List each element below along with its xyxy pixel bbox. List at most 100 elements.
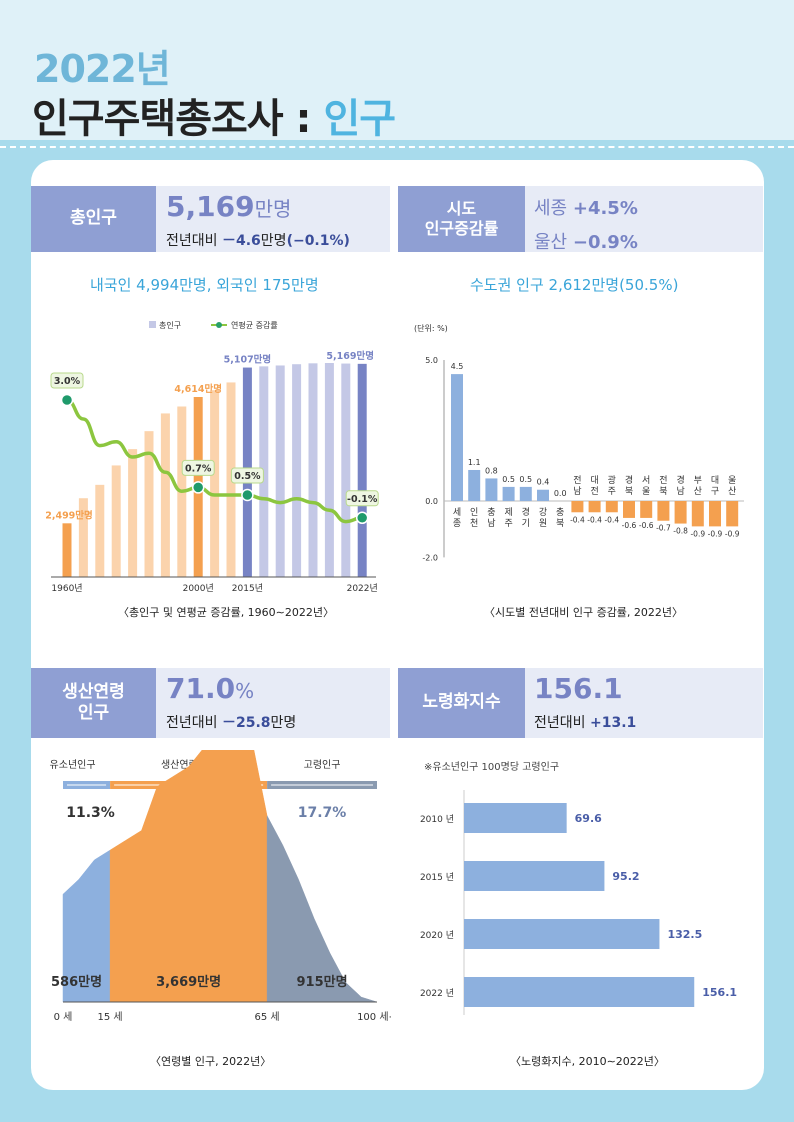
aging-index-note: ※유소년인구 100명당 고령인구 <box>424 762 560 773</box>
age-group-area <box>109 750 268 1003</box>
region-name-label: 전 <box>573 475 581 486</box>
region-bar <box>640 501 653 518</box>
age-group-count: 3,669만명 <box>156 974 221 990</box>
region-name-label: 산 <box>694 486 702 497</box>
age-population-chart: 유소년인구생산연령인구고령인구11.3%71.0%17.7%586만명3,669… <box>50 750 391 1023</box>
region-name-label: 서 <box>642 475 650 486</box>
population-bar <box>324 363 334 577</box>
region-bar <box>674 501 687 524</box>
year-label: 2020 년 <box>420 930 454 941</box>
rate-data-label: 3.0% <box>54 376 81 387</box>
age-population-caption: 〈연령별 인구, 2022년〉 <box>150 1055 272 1068</box>
population-bar <box>210 390 220 577</box>
total-population-value-panel <box>156 186 390 252</box>
region-name-label: 세 <box>453 507 461 518</box>
region-name-label: 제 <box>504 507 512 518</box>
aging-index-value-label: 132.5 <box>667 928 702 941</box>
rate-label-box <box>181 459 215 476</box>
working-age-value-panel <box>156 668 390 738</box>
growth-rate-line <box>66 398 363 524</box>
rate-marker <box>60 393 74 407</box>
x-tick-label: 2015년 <box>232 583 263 594</box>
region-bar <box>726 501 739 527</box>
age-tick-label: 65 세 <box>255 1011 280 1023</box>
region-bar <box>451 374 463 501</box>
population-data-label: 2,499만명 <box>45 509 93 521</box>
region-name-label: 남 <box>487 518 495 529</box>
region-name-label: 남 <box>573 486 581 497</box>
rate-data-label: 0.5% <box>234 471 261 482</box>
aging-index-label: 노령화지수 <box>398 668 525 738</box>
page-header: 2022년 인구주택총조사 : 인구 <box>0 0 794 142</box>
region-value-panel <box>525 186 763 252</box>
population-bar <box>341 363 351 577</box>
age-group-count: 586만명 <box>51 974 102 990</box>
region-name-label: 울 <box>642 486 650 497</box>
x-tick-label: 2000년 <box>183 583 214 594</box>
population-bar <box>62 523 72 577</box>
population-bar <box>275 365 285 577</box>
population-bar <box>111 465 121 577</box>
rate-marker <box>355 511 369 525</box>
y-tick-label: 0.0 <box>425 497 438 506</box>
population-bar <box>160 413 170 577</box>
page-year: 2022년 <box>34 47 171 91</box>
region-name-label: 산 <box>728 486 736 497</box>
unit-label: (단위: %) <box>414 323 448 333</box>
region-name-label: 주 <box>608 486 616 497</box>
age-tick-label: 15 세 <box>98 1011 123 1023</box>
region-name-label: 원 <box>539 518 547 529</box>
region-bar <box>623 501 635 518</box>
aging-index-value-label: 69.6 <box>575 812 602 825</box>
total-population-value: 5,169만명 <box>166 190 292 223</box>
population-bar <box>308 363 318 577</box>
rate-label-box <box>345 490 379 507</box>
aging-index-value: 156.1 <box>534 672 623 705</box>
region-name-label: 인 <box>470 507 478 518</box>
legend-rate-label: 연평균 증감률 <box>231 320 278 330</box>
age-tick-label: 0 세 <box>54 1011 73 1023</box>
age-group-share: 17.7% <box>298 805 347 821</box>
region-name-label: 남 <box>676 486 684 497</box>
region-name-label: 경 <box>676 474 684 486</box>
region-growth-chart: (단위: %)5.00.0-2.04.5세종1.1인천0.8충남0.5제주0.5… <box>414 323 744 562</box>
region-name-label: 충 <box>487 507 495 518</box>
population-data-label: 4,614만명 <box>174 383 222 395</box>
aging-index-caption: 〈노령화지수, 2010∼2022년〉 <box>510 1055 665 1068</box>
region-value-label: -0.9 <box>708 529 723 538</box>
aging-index-chart: 2010 년 69.6 2015 년 95.2 2020 년 132.5 2022 년 156… <box>420 790 737 1015</box>
x-tick-label: 1960년 <box>51 583 82 594</box>
region-name-label: 충 <box>556 507 564 518</box>
region-value-label: -0.6 <box>639 521 654 530</box>
rate-marker <box>191 481 205 494</box>
rate-marker <box>241 488 254 502</box>
region-top2: 울산 −0.9% <box>534 232 638 253</box>
age-group-label: 유소년인구 <box>50 759 96 771</box>
aging-index-value-label: 95.2 <box>612 870 639 883</box>
x-tick-label: 2022년 <box>347 583 378 594</box>
y-tick-label: -2.0 <box>422 553 438 562</box>
region-bar <box>468 469 481 501</box>
total-population-caption: 〈총인구 및 연평균 증감률, 1960∼2022년〉 <box>118 606 335 619</box>
aging-index-value-panel <box>525 668 763 738</box>
population-bar <box>144 431 154 577</box>
rate-data-label: 0.7% <box>185 463 212 474</box>
region-headline: 수도권 인구 2,612만명(50.5%) <box>470 276 679 294</box>
total-population-headline: 내국인 4,994만명, 외국인 175만명 <box>90 276 319 294</box>
aging-index-change: 전년대비 +13.1 <box>534 715 637 731</box>
region-value-label: 0.5 <box>502 475 515 484</box>
rate-label-box <box>230 467 264 484</box>
population-bar <box>292 364 302 577</box>
region-caption: 〈시도별 전년대비 인구 증감률, 2022년〉 <box>484 606 684 619</box>
working-age-change: 전년대비 －25.8만명 <box>166 715 297 731</box>
page-title: 인구주택총조사 : 인구 <box>32 86 396 144</box>
region-bar <box>519 486 532 501</box>
total-population-label: 총인구 <box>31 186 156 252</box>
region-value-label: 4.5 <box>451 362 464 371</box>
rate-data-label: -0.1% <box>347 494 378 505</box>
legend-total-swatch <box>149 321 156 328</box>
region-value-label: 0.4 <box>537 478 550 487</box>
region-name-label: 북 <box>659 486 667 497</box>
region-bar <box>709 501 721 527</box>
region-value-label: 1.1 <box>468 458 481 467</box>
